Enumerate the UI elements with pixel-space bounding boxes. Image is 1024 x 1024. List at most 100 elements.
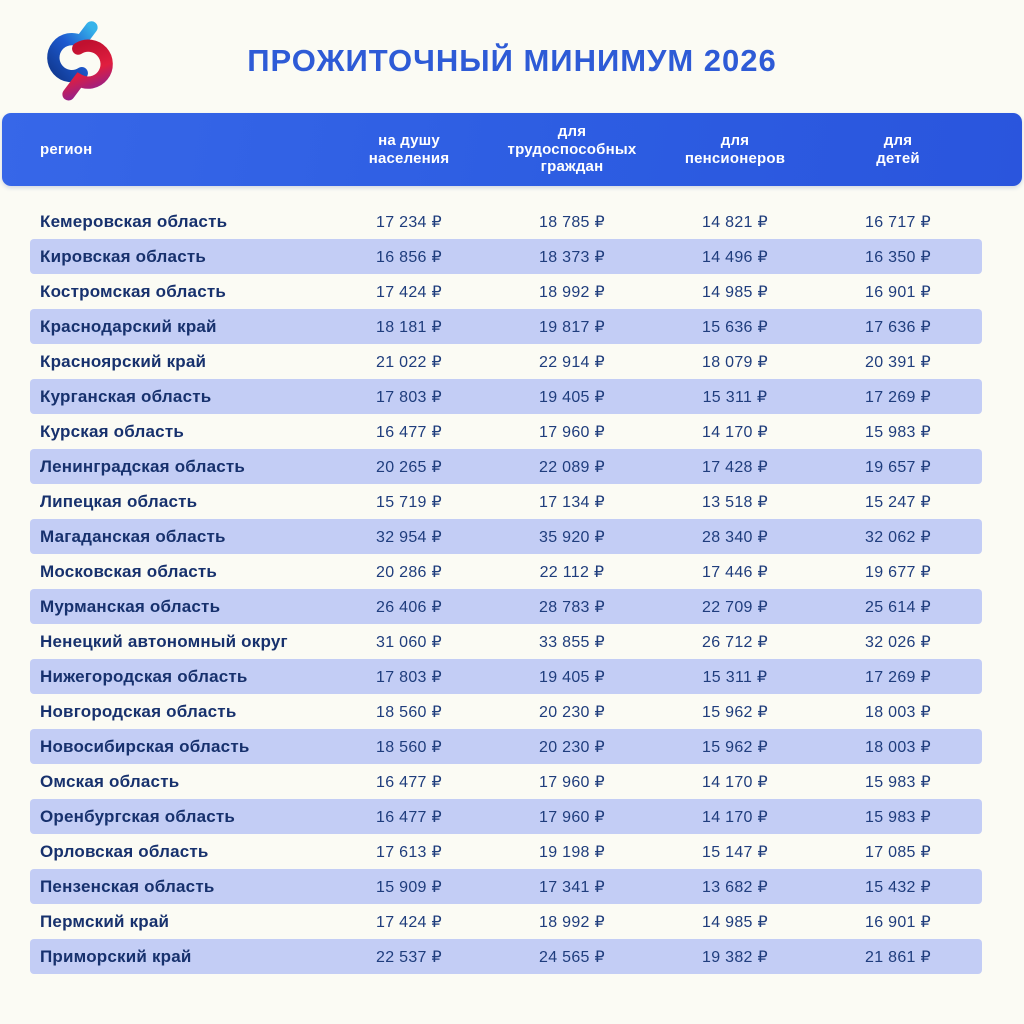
table-row: Кировская область 16 856 ₽ 18 373 ₽ 14 4… <box>30 239 982 274</box>
region-cell: Московская область <box>40 561 218 581</box>
table-row: Курганская область 17 803 ₽ 19 405 ₽ 15 … <box>30 379 982 414</box>
value-cell: 13 518 ₽ <box>702 493 768 511</box>
value-cell: 15 719 ₽ <box>376 493 442 511</box>
table-row: Магаданская область 32 954 ₽ 35 920 ₽ 28… <box>30 519 982 554</box>
value-cell: 16 856 ₽ <box>376 248 442 266</box>
value-cell: 18 560 ₽ <box>376 738 442 756</box>
value-cell: 17 269 ₽ <box>865 668 931 686</box>
table-row: Костромская область 17 424 ₽ 18 992 ₽ 14… <box>30 274 982 309</box>
value-cell: 15 909 ₽ <box>376 878 442 896</box>
value-cell: 16 717 ₽ <box>865 213 931 231</box>
table-row: Краснодарский край 18 181 ₽ 19 817 ₽ 15 … <box>30 309 982 344</box>
value-cell: 18 181 ₽ <box>376 318 442 336</box>
value-cell: 31 060 ₽ <box>376 633 442 651</box>
value-cell: 20 230 ₽ <box>539 703 605 721</box>
value-cell: 28 783 ₽ <box>539 598 605 616</box>
value-cell: 18 079 ₽ <box>702 353 768 371</box>
region-cell: Мурманская область <box>40 596 221 616</box>
value-cell: 17 085 ₽ <box>865 843 931 861</box>
table-row: Ненецкий автономный округ 31 060 ₽ 33 85… <box>30 624 982 659</box>
value-cell: 14 170 ₽ <box>702 773 768 791</box>
value-cell: 22 112 ₽ <box>539 563 605 581</box>
value-cell: 19 657 ₽ <box>865 458 931 476</box>
value-cell: 20 265 ₽ <box>376 458 442 476</box>
value-cell: 16 901 ₽ <box>865 913 931 931</box>
value-cell: 17 446 ₽ <box>702 563 768 581</box>
column-header-working-age: для трудоспособных граждан <box>507 122 637 176</box>
value-cell: 15 432 ₽ <box>865 878 931 896</box>
region-cell: Оренбургская область <box>40 806 236 826</box>
value-cell: 15 983 ₽ <box>865 808 931 826</box>
region-cell: Курская область <box>40 421 184 441</box>
value-cell: 20 286 ₽ <box>376 563 442 581</box>
region-cell: Пензенская область <box>40 876 215 896</box>
region-cell: Омская область <box>40 771 180 791</box>
value-cell: 19 405 ₽ <box>539 668 605 686</box>
value-cell: 21 022 ₽ <box>376 353 442 371</box>
region-cell: Пермский край <box>40 911 170 931</box>
value-cell: 17 428 ₽ <box>702 458 768 476</box>
value-cell: 15 962 ₽ <box>702 738 768 756</box>
value-cell: 32 026 ₽ <box>865 633 931 651</box>
value-cell: 14 170 ₽ <box>702 423 768 441</box>
value-cell: 18 785 ₽ <box>539 213 605 231</box>
value-cell: 28 340 ₽ <box>702 528 768 546</box>
value-cell: 16 901 ₽ <box>865 283 931 301</box>
value-cell: 16 477 ₽ <box>376 773 442 791</box>
table-row: Мурманская область 26 406 ₽ 28 783 ₽ 22 … <box>30 589 982 624</box>
table-body: Кемеровская область 17 234 ₽ 18 785 ₽ 14… <box>30 204 982 974</box>
value-cell: 22 537 ₽ <box>376 948 442 966</box>
value-cell: 17 424 ₽ <box>376 283 442 301</box>
value-cell: 33 855 ₽ <box>539 633 605 651</box>
table-row: Пермский край 17 424 ₽ 18 992 ₽ 14 985 ₽… <box>30 904 982 939</box>
value-cell: 18 003 ₽ <box>865 703 931 721</box>
value-cell: 19 817 ₽ <box>539 318 605 336</box>
value-cell: 18 992 ₽ <box>539 283 605 301</box>
value-cell: 14 985 ₽ <box>702 283 768 301</box>
value-cell: 15 983 ₽ <box>865 773 931 791</box>
table-row: Курская область 16 477 ₽ 17 960 ₽ 14 170… <box>30 414 982 449</box>
region-cell: Липецкая область <box>40 491 198 511</box>
value-cell: 24 565 ₽ <box>539 948 605 966</box>
value-cell: 17 134 ₽ <box>539 493 605 511</box>
value-cell: 18 560 ₽ <box>376 703 442 721</box>
value-cell: 16 350 ₽ <box>865 248 931 266</box>
value-cell: 16 477 ₽ <box>376 423 442 441</box>
table-row: Оренбургская область 16 477 ₽ 17 960 ₽ 1… <box>30 799 982 834</box>
region-cell: Кемеровская область <box>40 211 228 231</box>
value-cell: 15 962 ₽ <box>702 703 768 721</box>
value-cell: 17 960 ₽ <box>539 773 605 791</box>
column-header-children: для детей <box>876 131 920 167</box>
table-row: Ленинградская область 20 265 ₽ 22 089 ₽ … <box>30 449 982 484</box>
region-cell: Новгородская область <box>40 701 237 721</box>
table-row: Пензенская область 15 909 ₽ 17 341 ₽ 13 … <box>30 869 982 904</box>
value-cell: 17 636 ₽ <box>865 318 931 336</box>
region-cell: Орловская область <box>40 841 209 861</box>
value-cell: 15 147 ₽ <box>702 843 768 861</box>
value-cell: 14 170 ₽ <box>702 808 768 826</box>
column-header-per-capita: на душу населения <box>368 131 450 167</box>
value-cell: 18 992 ₽ <box>539 913 605 931</box>
region-cell: Нижегородская область <box>40 666 248 686</box>
region-cell: Курганская область <box>40 386 212 406</box>
region-cell: Кировская область <box>40 246 207 266</box>
value-cell: 19 198 ₽ <box>539 843 605 861</box>
value-cell: 18 003 ₽ <box>865 738 931 756</box>
value-cell: 22 089 ₽ <box>539 458 605 476</box>
page-title: ПРОЖИТОЧНЫЙ МИНИМУМ 2026 <box>247 42 777 78</box>
value-cell: 22 709 ₽ <box>702 598 768 616</box>
value-cell: 21 861 ₽ <box>865 948 931 966</box>
region-cell: Новосибирская область <box>40 736 250 756</box>
value-cell: 17 341 ₽ <box>539 878 605 896</box>
value-cell: 19 405 ₽ <box>539 388 605 406</box>
value-cell: 32 062 ₽ <box>865 528 931 546</box>
table-row: Орловская область 17 613 ₽ 19 198 ₽ 15 1… <box>30 834 982 869</box>
value-cell: 14 985 ₽ <box>702 913 768 931</box>
column-header-region: регион <box>40 140 93 158</box>
value-cell: 14 821 ₽ <box>702 213 768 231</box>
table-row: Новосибирская область 18 560 ₽ 20 230 ₽ … <box>30 729 982 764</box>
table-row: Кемеровская область 17 234 ₽ 18 785 ₽ 14… <box>30 204 982 239</box>
table-row: Новгородская область 18 560 ₽ 20 230 ₽ 1… <box>30 694 982 729</box>
value-cell: 15 311 ₽ <box>702 668 768 686</box>
value-cell: 32 954 ₽ <box>376 528 442 546</box>
